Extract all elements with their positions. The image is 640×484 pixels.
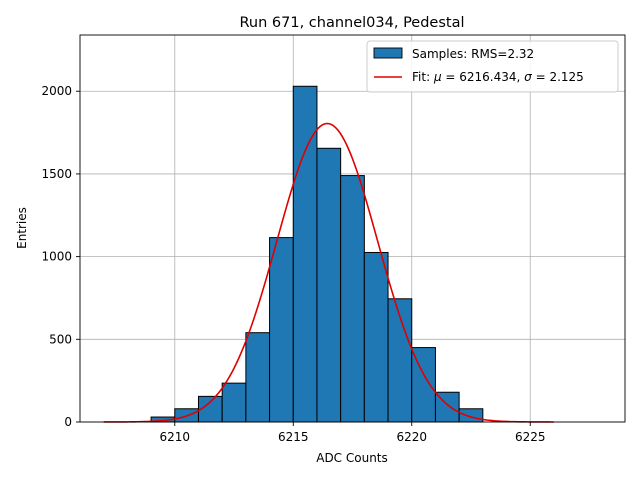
histogram-bar-8 (340, 175, 365, 423)
histogram-bar-7 (316, 147, 342, 423)
y-axis-label: Entries (15, 207, 29, 249)
y-tick-label-3: 1500 (41, 167, 72, 181)
histogram-bars (150, 85, 484, 423)
histogram-bar-3 (221, 382, 247, 423)
legend-fit-sigma-value: = 2.125 (532, 70, 584, 84)
histogram-bar-4 (245, 332, 271, 423)
legend-fit-label: Fit: μ = 6216.434, σ = 2.125 (412, 70, 584, 84)
legend-fit-mu-value: = 6216.434, (442, 70, 525, 84)
legend-histogram-label: Samples: RMS=2.32 (412, 47, 534, 61)
histogram-bar-9 (363, 251, 389, 423)
x-tick-label-3: 6225 (515, 430, 546, 444)
gaussian-fit-curve (103, 122, 554, 423)
legend-fit-prefix: Fit: (412, 70, 434, 84)
x-tick-label-0: 6210 (160, 430, 191, 444)
legend-fit-mu-symbol: μ (433, 70, 442, 84)
legend-box (366, 40, 619, 93)
legend: Samples: RMS=2.32 Fit: μ = 6216.434, σ =… (366, 40, 619, 93)
y-tick-label-1: 500 (49, 332, 72, 346)
legend-fit-sigma-symbol: σ (524, 70, 532, 84)
histogram-bar-6 (292, 85, 318, 423)
x-tick-label-2: 6220 (396, 430, 427, 444)
y-axis-ticks: 0 500 1000 1500 2000 (41, 84, 80, 429)
axes-frame (79, 34, 626, 423)
x-tick-label-1: 6215 (278, 430, 309, 444)
y-tick-label-4: 2000 (41, 84, 72, 98)
chart-title: Run 671, channel034, Pedestal (239, 15, 464, 31)
x-axis-ticks: 6210 6215 6220 6225 (160, 422, 546, 444)
histogram-bar-5 (269, 237, 294, 423)
y-tick-label-0: 0 (64, 415, 72, 429)
x-axis-label: ADC Counts (316, 451, 388, 465)
histogram-bar-13 (458, 408, 484, 423)
y-tick-label-2: 1000 (41, 250, 72, 264)
legend-histogram-swatch (373, 47, 403, 59)
